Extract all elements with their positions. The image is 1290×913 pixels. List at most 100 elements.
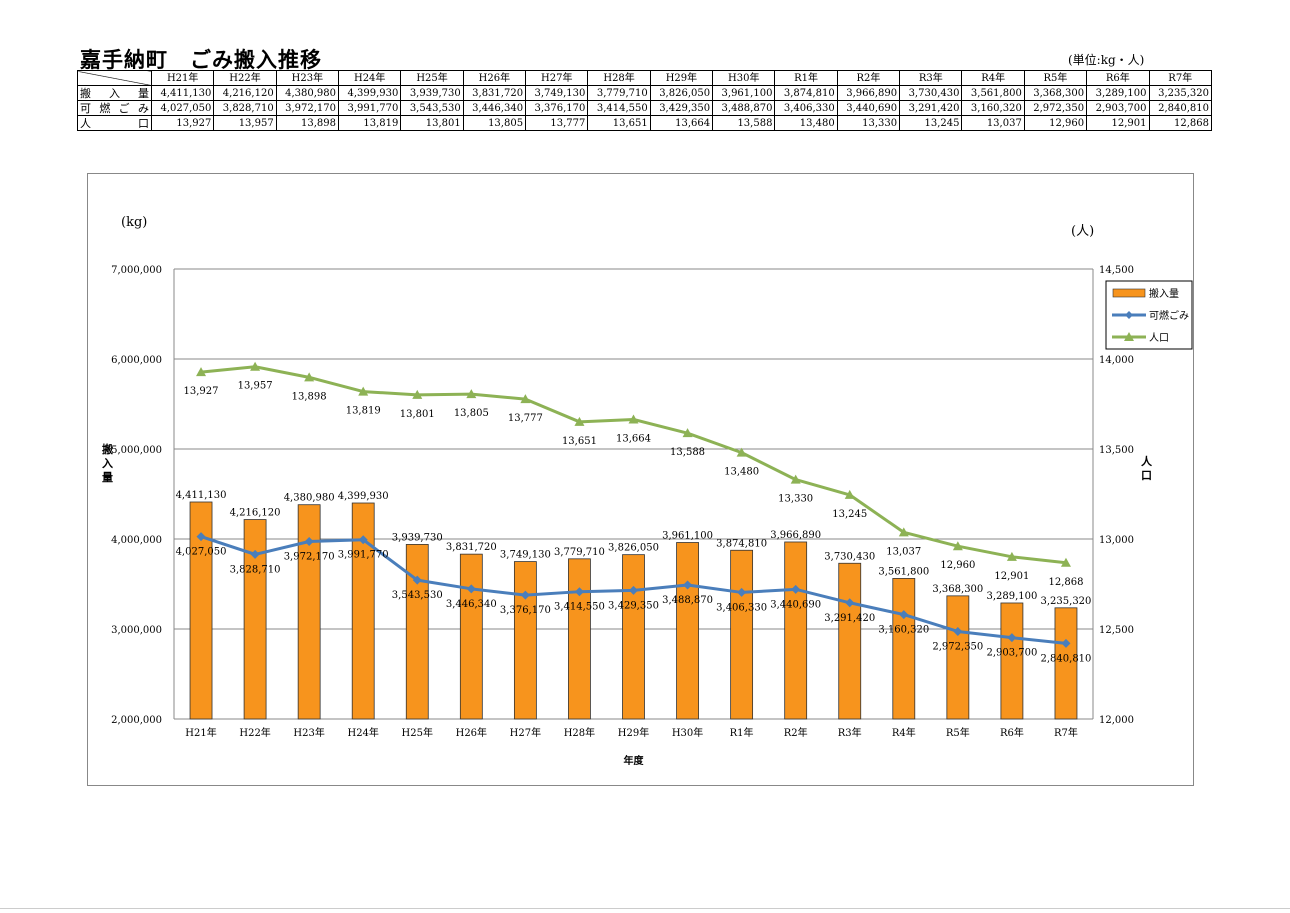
- table-cell: 13,957: [213, 115, 277, 131]
- data-point: [466, 389, 477, 399]
- x-tick-label: H25年: [402, 726, 433, 739]
- table-cell: 2,972,350: [1023, 100, 1088, 116]
- table-cell: 3,561,800: [961, 85, 1025, 101]
- bar: [622, 554, 645, 720]
- table-year-header: H21年: [150, 70, 215, 86]
- row-label-char: み: [137, 101, 149, 115]
- line-data-label: 3,446,340: [446, 599, 497, 610]
- table-cell: 13,898: [275, 115, 340, 131]
- table-cell: 3,874,810: [774, 85, 838, 101]
- bar: [513, 561, 537, 720]
- legend-marker: [1124, 332, 1134, 341]
- line-data-label: 13,245: [832, 509, 867, 520]
- table-cell: 3,440,690: [836, 100, 901, 116]
- table-row-label: 人口: [77, 115, 152, 131]
- data-point: [520, 394, 531, 404]
- data-point: [737, 587, 747, 597]
- x-tick-label: H26年: [456, 726, 487, 739]
- legend-swatch-bar: [1112, 288, 1146, 298]
- legend-label: 人口: [1149, 332, 1169, 344]
- chart-frame: 2,000,000 3,000,000 4,000,000 5,000,000 6,00…: [87, 173, 1194, 786]
- line-data-label: 3,991,770: [338, 550, 389, 561]
- table-year-header: H29年: [649, 70, 714, 86]
- line-data-label: 12,901: [994, 571, 1029, 582]
- bar: [892, 578, 916, 720]
- table-cell: 3,406,330: [774, 100, 838, 116]
- row-label-char: 入: [109, 86, 120, 100]
- line-data-label: 2,903,700: [986, 648, 1037, 659]
- table-cell: 13,245: [899, 115, 963, 131]
- x-tick-label: R1年: [730, 726, 754, 739]
- bar-data-label: 3,826,050: [608, 543, 659, 554]
- data-point: [358, 535, 368, 545]
- data-point: [628, 414, 639, 424]
- data-point: [250, 361, 261, 371]
- table-cell: 4,411,130: [150, 85, 215, 101]
- table-cell: 3,488,870: [712, 100, 776, 116]
- table-cell: 3,991,770: [338, 100, 402, 116]
- x-tick-label: H27年: [510, 726, 541, 739]
- table-cell: 3,972,170: [275, 100, 340, 116]
- bottom-rule: [0, 908, 1290, 909]
- y-left-tick-label: 3,000,000: [111, 625, 162, 636]
- data-point: [358, 386, 369, 396]
- data-point: [682, 428, 693, 438]
- line-data-label: 3,543,530: [392, 590, 443, 601]
- bar: [243, 519, 267, 720]
- y-left-tick-label: 4,000,000: [111, 535, 162, 546]
- row-label-char: 人: [80, 116, 91, 130]
- line-data-label: 3,972,170: [284, 552, 335, 563]
- line-data-label: 13,651: [562, 436, 597, 447]
- page-title: 嘉手納町 ごみ搬入推移: [80, 48, 322, 72]
- table-cell: 4,399,930: [338, 85, 402, 101]
- bar-data-label: 4,380,980: [284, 493, 335, 504]
- table-year-header: R5年: [1023, 70, 1088, 86]
- table-cell: 13,480: [774, 115, 838, 131]
- bar-data-label: 3,235,320: [1041, 596, 1092, 607]
- table-year-header: H26年: [462, 70, 527, 86]
- bar-data-label: 4,411,130: [176, 490, 227, 501]
- bar: [1000, 602, 1024, 720]
- bar: [676, 542, 699, 720]
- line-data-label: 3,828,710: [230, 564, 281, 575]
- bar: [730, 549, 754, 720]
- legend-marker: [1125, 311, 1133, 319]
- y-left-title-char: 入: [102, 457, 113, 470]
- series-line: [200, 365, 1067, 565]
- data-point: [196, 367, 207, 377]
- bar: [405, 544, 429, 720]
- table-cell: 3,939,730: [400, 85, 464, 101]
- table-row-label: 搬入量: [77, 85, 152, 101]
- table-cell: 3,414,550: [587, 100, 651, 116]
- table-year-header: R3年: [899, 70, 963, 86]
- y-left-title-char: 量: [102, 471, 113, 484]
- line-data-label: 3,406,330: [716, 602, 767, 613]
- bar: [351, 502, 375, 720]
- row-label-char: ご: [118, 101, 130, 115]
- line-data-label: 2,972,350: [932, 641, 983, 652]
- y-right-tick-label: 13,000: [1099, 535, 1134, 546]
- line-data-label: 13,037: [886, 546, 921, 557]
- legend-label: 搬入量: [1149, 287, 1179, 300]
- y-left-tick-label: 5,000,000: [111, 445, 162, 456]
- table-cell: 13,330: [836, 115, 901, 131]
- line-data-label: 3,414,550: [554, 602, 605, 613]
- table-cell: 2,840,810: [1148, 100, 1212, 116]
- data-point: [250, 549, 260, 559]
- data-point: [412, 389, 423, 399]
- bar-data-label: 3,561,800: [878, 566, 929, 577]
- data-point: [304, 372, 315, 382]
- table-cell: 12,960: [1023, 115, 1088, 131]
- data-point: [629, 585, 638, 595]
- row-label-char: 可: [80, 101, 91, 115]
- table-year-header: R1年: [774, 70, 838, 86]
- unit-note: (単位:kg・人): [1068, 53, 1145, 67]
- table-year-header: H27年: [525, 70, 589, 86]
- table-cell: 13,819: [338, 115, 402, 131]
- bar-data-label: 3,874,810: [716, 538, 767, 549]
- row-label-char: 燃: [99, 101, 111, 115]
- table-cell: 3,291,420: [899, 100, 963, 116]
- y-left-tick-label: 2,000,000: [111, 715, 162, 726]
- x-tick-label: R4年: [892, 726, 916, 739]
- bar: [946, 595, 970, 720]
